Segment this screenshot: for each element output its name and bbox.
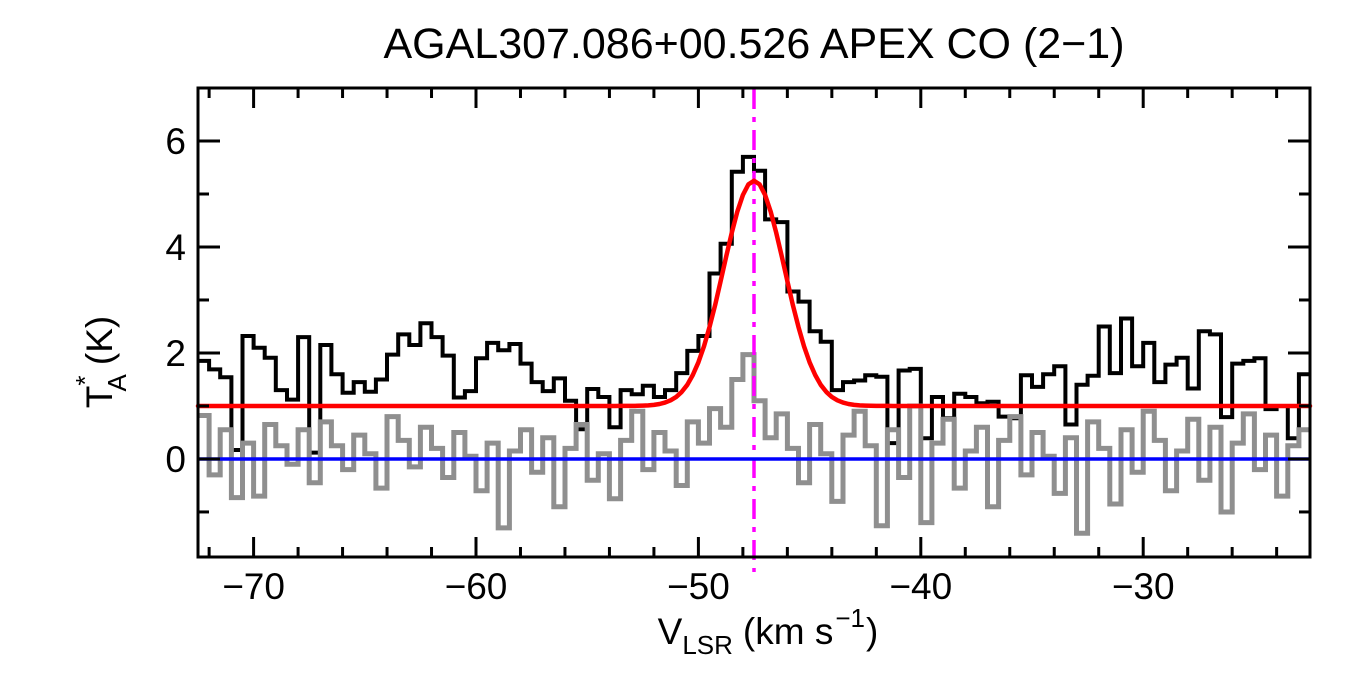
gaussian-fit-curve <box>195 178 1313 409</box>
y-label-subscript: A <box>102 373 132 391</box>
x-label-superscript: −1 <box>835 603 865 633</box>
y-label-unit: (K) <box>79 316 120 365</box>
y-tick-label: 6 <box>165 121 186 162</box>
x-label-unit: (km s <box>743 611 833 652</box>
x-tick-label: −60 <box>445 566 508 607</box>
y-tick-label: 2 <box>165 333 186 374</box>
x-label-main: V <box>658 611 683 652</box>
x-label-subscript: LSR <box>682 630 733 660</box>
y-tick-label: 4 <box>165 227 186 268</box>
y-label-superscript: * <box>70 375 100 385</box>
y-tick-label: 0 <box>165 439 186 480</box>
x-tick-label: −40 <box>889 566 952 607</box>
observed-spectrum-trace <box>198 154 1310 455</box>
y-axis-label: T*A (K) <box>70 316 132 408</box>
x-tick-label: −70 <box>222 566 285 607</box>
y-label-main: T <box>79 386 120 409</box>
plot-title: AGAL307.086+00.526 APEX CO (2−1) <box>383 20 1124 68</box>
x-label-close: ) <box>866 611 878 652</box>
plot-layers: −70 −60 −50 −40 −30 0 2 4 6 <box>165 86 1313 607</box>
x-axis-label: VLSR (km s−1) <box>658 603 879 660</box>
x-tick-label: −30 <box>1112 566 1175 607</box>
x-tick-label: −50 <box>667 566 730 607</box>
plot-frame <box>196 86 1312 559</box>
